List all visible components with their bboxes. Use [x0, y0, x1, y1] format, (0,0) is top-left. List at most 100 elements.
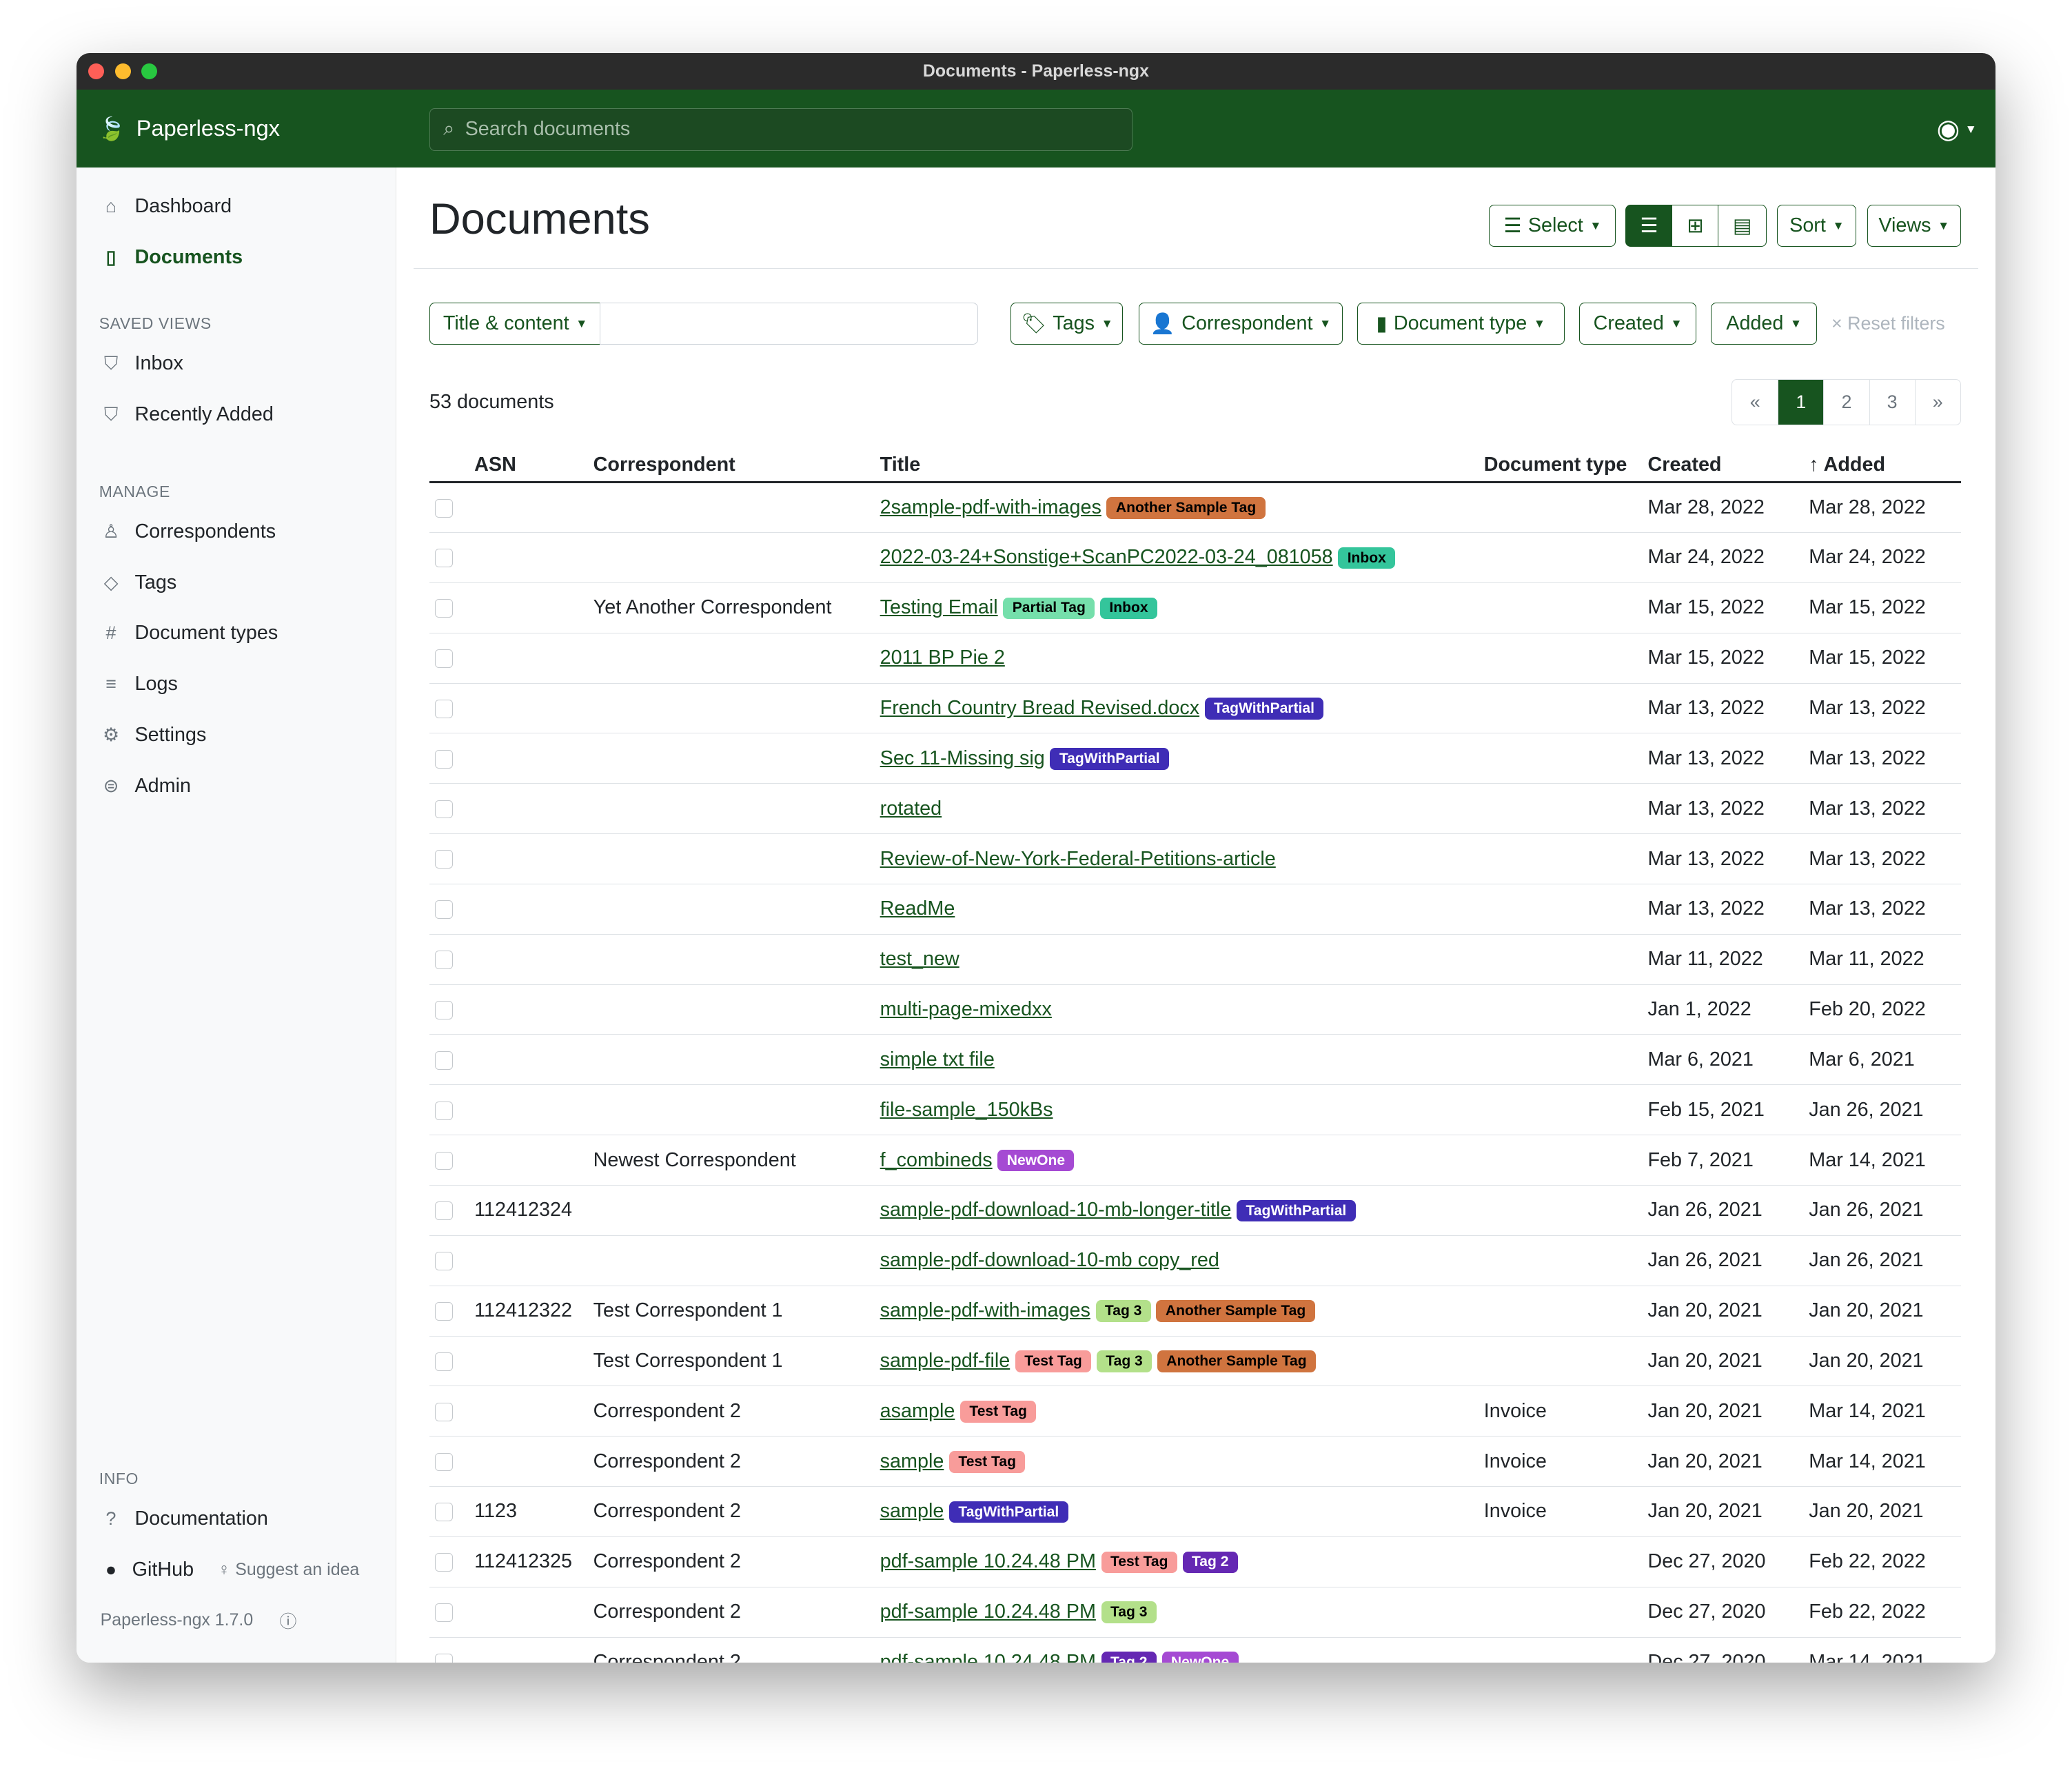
search-input[interactable]: ⌕ Search documents	[429, 108, 1133, 151]
document-type-cell[interactable]: Invoice	[1479, 1386, 1643, 1437]
document-title-link[interactable]: multi-page-mixedxx	[880, 998, 1052, 1021]
table-row[interactable]: Sec 11-Missing sig TagWithPartial Mar 13, …	[429, 733, 1961, 784]
sidebar-item-settings[interactable]: ⚙ Settings	[77, 710, 396, 761]
document-title-link[interactable]: rotated	[880, 797, 942, 820]
tag-badge[interactable]: TagWithPartial	[1237, 1199, 1356, 1222]
document-title-link[interactable]: 2022-03-24+Sonstige+ScanPC2022-03-24_081…	[880, 546, 1333, 569]
document-title-link[interactable]: sample-pdf-download-10-mb copy_red	[880, 1249, 1219, 1272]
select-dropdown[interactable]: ☰ Select ▼	[1489, 205, 1616, 247]
correspondent-cell[interactable]	[588, 1084, 875, 1136]
sidebar-item-dashboard[interactable]: ⌂ Dashboard	[77, 181, 396, 232]
tag-badge[interactable]: TagWithPartial	[1204, 698, 1324, 720]
tag-badge[interactable]: TagWithPartial	[949, 1501, 1068, 1523]
table-row[interactable]: multi-page-mixedxx Jan 1, 2022 Feb 20, 202…	[429, 984, 1961, 1035]
minimize-window-button[interactable]	[114, 63, 131, 79]
tag-badge[interactable]: NewOne	[997, 1149, 1075, 1172]
row-checkbox[interactable]	[434, 800, 454, 819]
row-checkbox[interactable]	[434, 1352, 454, 1371]
tag-badge[interactable]: TagWithPartial	[1050, 748, 1170, 770]
tag-badge[interactable]: Tag 3	[1096, 1350, 1152, 1372]
document-type-cell[interactable]	[1479, 1235, 1643, 1286]
table-row[interactable]: Review-of-New-York-Federal-Petitions-art…	[429, 833, 1961, 884]
reset-filters-button[interactable]: × Reset filters	[1831, 313, 1945, 334]
correspondent-cell[interactable]: Test Correspondent 1	[588, 1336, 875, 1387]
document-type-cell[interactable]	[1479, 984, 1643, 1035]
table-row[interactable]: Test Correspondent 1 sample-pdf-file Test …	[429, 1336, 1961, 1387]
document-title-link[interactable]: French Country Bread Revised.docx	[880, 696, 1200, 719]
table-row[interactable]: ReadMe Mar 13, 2022 Mar 13, 2022	[429, 884, 1961, 935]
row-checkbox[interactable]	[434, 1151, 454, 1170]
document-title-link[interactable]: 2sample-pdf-with-images	[880, 496, 1101, 519]
row-checkbox[interactable]	[434, 1001, 454, 1019]
previous-page-button[interactable]: «	[1749, 392, 1760, 413]
row-checkbox[interactable]	[434, 1101, 454, 1120]
sidebar-item-recently-added[interactable]: ⛉ Recently Added	[77, 389, 396, 440]
correspondent-cell[interactable]: Correspondent 2	[588, 1486, 875, 1537]
document-type-cell[interactable]	[1479, 1536, 1643, 1587]
tag-badge[interactable]: Test Tag	[949, 1450, 1026, 1473]
row-checkbox[interactable]	[434, 900, 454, 920]
document-type-cell[interactable]: Invoice	[1479, 1486, 1643, 1537]
correspondent-filter[interactable]: 👤 Correspondent ▼	[1139, 302, 1343, 345]
page-3-button[interactable]: 3	[1869, 380, 1915, 425]
sidebar-item-correspondents[interactable]: ♙ Correspondents	[77, 506, 396, 557]
document-title-link[interactable]: simple txt file	[880, 1048, 995, 1070]
document-type-cell[interactable]	[1479, 532, 1643, 583]
tag-badge[interactable]: Partial Tag	[1003, 597, 1095, 620]
correspondent-cell[interactable]	[588, 482, 875, 534]
document-title-link[interactable]: file-sample_150kBs	[880, 1098, 1053, 1121]
correspondent-cell[interactable]	[588, 884, 875, 935]
row-checkbox[interactable]	[434, 549, 454, 568]
correspondent-cell[interactable]	[588, 984, 875, 1035]
added-filter[interactable]: Added ▼	[1711, 302, 1817, 345]
view-grid-button[interactable]: ⊞	[1671, 205, 1719, 247]
sidebar-item-documents[interactable]: ▯ Documents	[77, 232, 396, 283]
tag-badge[interactable]: Another Sample Tag	[1157, 1350, 1317, 1372]
page-1-button[interactable]: 1	[1778, 380, 1824, 425]
tag-badge[interactable]: NewOne	[1161, 1652, 1239, 1663]
document-type-cell[interactable]	[1479, 482, 1643, 534]
tag-badge[interactable]: Tag 3	[1101, 1601, 1157, 1624]
table-row[interactable]: Newest Correspondent f_combineds NewOne Feb…	[429, 1135, 1961, 1186]
next-page-button[interactable]: »	[1914, 380, 1960, 425]
tag-badge[interactable]: Another Sample Tag	[1156, 1300, 1315, 1323]
document-title-link[interactable]: test_new	[880, 948, 959, 971]
document-title-link[interactable]: 2011 BP Pie 2	[880, 647, 1005, 669]
correspondent-cell[interactable]: Yet Another Correspondent	[588, 582, 875, 633]
sidebar-item-admin[interactable]: ⊜ Admin	[77, 760, 396, 811]
table-row[interactable]: sample-pdf-download-10-mb copy_red Jan 26…	[429, 1235, 1961, 1286]
correspondent-cell[interactable]	[588, 633, 875, 684]
document-type-cell[interactable]	[1479, 1185, 1643, 1236]
row-checkbox[interactable]	[434, 1553, 454, 1572]
row-checkbox[interactable]	[434, 1503, 454, 1522]
document-type-cell[interactable]	[1479, 633, 1643, 684]
sidebar-item-logs[interactable]: ≡ Logs	[77, 659, 396, 710]
tag-badge[interactable]: Test Tag	[1101, 1551, 1177, 1574]
suggest-idea-link[interactable]: ♀ Suggest an idea	[218, 1560, 360, 1580]
correspondent-cell[interactable]	[588, 532, 875, 583]
document-type-cell[interactable]	[1479, 1135, 1643, 1186]
table-row[interactable]: 2022-03-24+Sonstige+ScanPC2022-03-24_081…	[429, 532, 1961, 583]
document-title-link[interactable]: Review-of-New-York-Federal-Petitions-art…	[880, 847, 1276, 870]
row-checkbox[interactable]	[434, 1201, 454, 1221]
tag-badge[interactable]: Test Tag	[959, 1401, 1037, 1423]
table-row[interactable]: 2011 BP Pie 2 Mar 15, 2022 Mar 15, 2022	[429, 633, 1961, 684]
maximize-window-button[interactable]	[141, 63, 158, 79]
close-window-button[interactable]	[88, 63, 105, 79]
table-row[interactable]: 112412322 Test Correspondent 1 sample-pdf-…	[429, 1286, 1961, 1337]
document-title-link[interactable]: sample	[880, 1500, 944, 1523]
document-title-link[interactable]: Sec 11-Missing sig	[880, 747, 1045, 769]
correspondent-cell[interactable]	[588, 833, 875, 884]
table-row[interactable]: 112412324 sample-pdf-download-10-mb-longe…	[429, 1185, 1961, 1236]
correspondent-cell[interactable]	[588, 733, 875, 784]
row-checkbox[interactable]	[434, 1452, 454, 1472]
tag-badge[interactable]: Tag 3	[1095, 1300, 1151, 1323]
document-title-link[interactable]: pdf-sample 10.24.48 PM	[880, 1651, 1096, 1663]
table-row[interactable]: simple txt file Mar 6, 2021 Mar 6, 2021	[429, 1034, 1961, 1086]
row-checkbox[interactable]	[434, 599, 454, 618]
row-checkbox[interactable]	[434, 1653, 454, 1663]
column-header-title[interactable]: Title	[875, 450, 1479, 484]
table-row[interactable]: Yet Another Correspondent Testing Email Pa…	[429, 582, 1961, 633]
